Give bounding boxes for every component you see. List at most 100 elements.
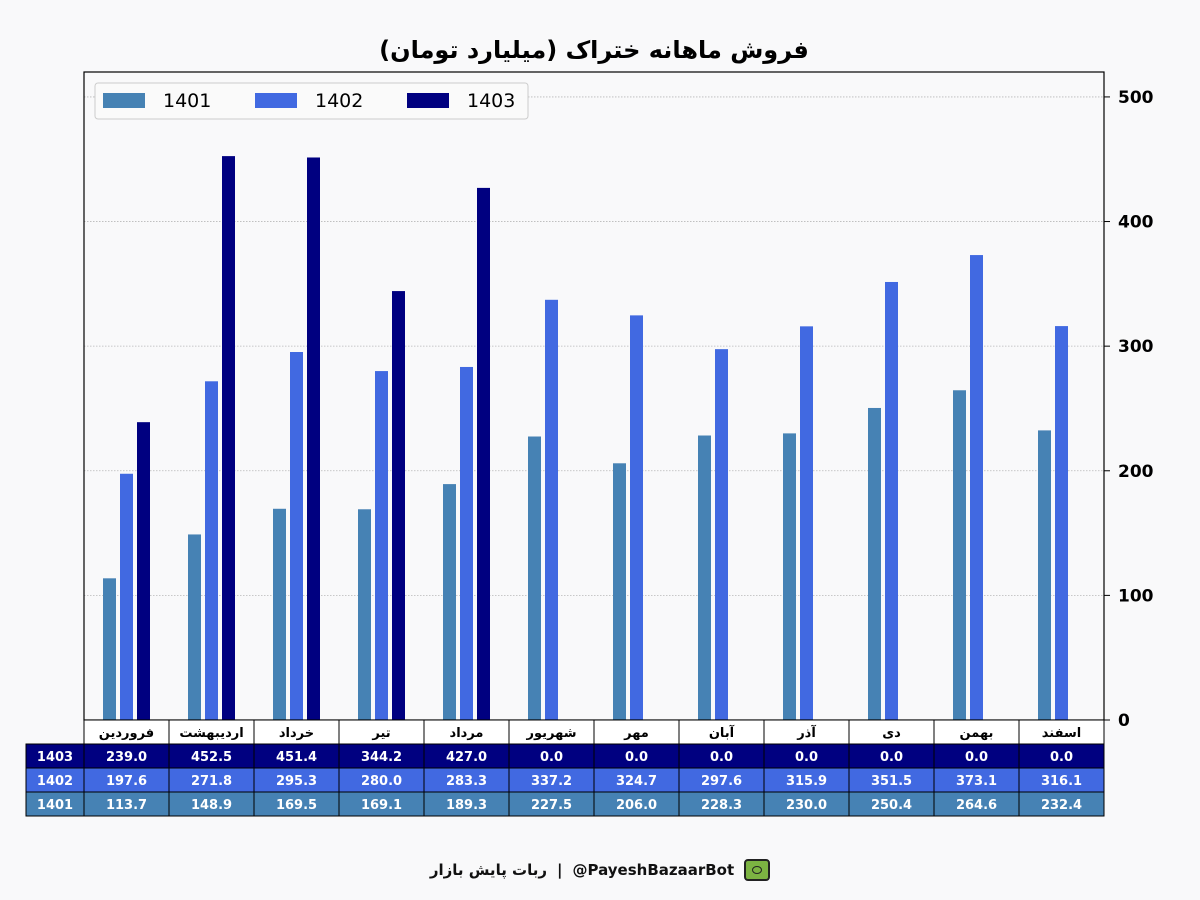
plot-frame <box>83 71 1105 721</box>
table-cell <box>423 791 510 817</box>
bar <box>868 407 881 720</box>
table-header-cell <box>338 719 425 745</box>
month-label: اسفند <box>1042 726 1081 741</box>
legend-swatch <box>407 93 449 108</box>
month-label: تیر <box>371 726 390 741</box>
bar <box>545 299 558 720</box>
table-header-cell <box>678 719 765 745</box>
table-value: 169.5 <box>276 798 317 813</box>
bar <box>307 157 320 721</box>
bar <box>698 435 711 720</box>
legend-swatch <box>255 93 297 108</box>
bar <box>953 390 966 720</box>
table-value: 0.0 <box>965 750 988 765</box>
table-cell <box>423 743 510 769</box>
table-value: 189.3 <box>446 798 487 813</box>
table-value: 0.0 <box>540 750 563 765</box>
bot-icon <box>744 859 771 881</box>
table-value: 452.5 <box>191 750 232 765</box>
table-value: 148.9 <box>191 798 232 813</box>
bar <box>528 436 541 720</box>
legend-label: 1401 <box>163 90 211 112</box>
table-cell <box>338 743 425 769</box>
table-header-cell <box>848 719 935 745</box>
bar <box>205 381 218 720</box>
table-value: 344.2 <box>361 750 402 765</box>
table-value: 250.4 <box>871 798 912 813</box>
bar <box>477 187 490 720</box>
table-value: 206.0 <box>616 798 657 813</box>
table-value: 197.6 <box>106 774 147 789</box>
table-value: 351.5 <box>871 774 912 789</box>
table-cell <box>83 791 170 817</box>
bar <box>103 578 116 720</box>
table-cell <box>848 791 935 817</box>
table-value: 0.0 <box>710 750 733 765</box>
table-value: 295.3 <box>276 774 317 789</box>
month-label: بهمن <box>960 726 994 741</box>
bar <box>885 281 898 720</box>
chart-title: فروش ماهانه ختراک (میلیارد تومان) <box>379 36 809 64</box>
bar <box>1038 430 1051 720</box>
table-value: 427.0 <box>446 750 487 765</box>
table-value: 337.2 <box>531 774 572 789</box>
y-tick-label: 500 <box>1118 88 1154 108</box>
bar <box>290 352 303 720</box>
bar <box>443 484 456 720</box>
table-cell <box>593 767 680 793</box>
table-value: 297.6 <box>701 774 742 789</box>
month-label: آذر <box>796 724 816 741</box>
month-label: آبان <box>709 724 735 741</box>
table-cell <box>83 743 170 769</box>
bar <box>120 473 133 720</box>
bar <box>1055 326 1068 720</box>
bar <box>392 291 405 720</box>
table-cell <box>933 743 1020 769</box>
table-value: 280.0 <box>361 774 402 789</box>
table-value: 227.5 <box>531 798 572 813</box>
table-value: 271.8 <box>191 774 232 789</box>
bot-handle[interactable]: @PayeshBazaarBot <box>572 861 735 879</box>
table-cell <box>1018 767 1105 793</box>
table-cell <box>593 743 680 769</box>
bar <box>375 371 388 720</box>
bar <box>613 463 626 720</box>
table-value: 230.0 <box>786 798 827 813</box>
legend-label: 1403 <box>467 90 515 112</box>
month-label: مهر <box>623 726 649 741</box>
table-value: 373.1 <box>956 774 997 789</box>
table-value: 169.1 <box>361 798 402 813</box>
table-cell <box>168 743 255 769</box>
table-value: 0.0 <box>625 750 648 765</box>
footer: ربات پایش بازار | @PayeshBazaarBot <box>0 855 1200 885</box>
bar <box>188 534 201 720</box>
bar <box>358 509 371 720</box>
table-row-label: 1403 <box>37 750 73 765</box>
table-value: 324.7 <box>616 774 657 789</box>
footer-separator: | <box>557 861 563 879</box>
table-header-cell <box>508 719 595 745</box>
month-label: خرداد <box>279 726 314 741</box>
legend-box <box>94 82 529 120</box>
table-cell <box>1018 791 1105 817</box>
table-cell <box>508 743 595 769</box>
table-row-label: 1401 <box>37 798 73 813</box>
bar <box>783 433 796 720</box>
table-cell <box>83 767 170 793</box>
table-value: 316.1 <box>1041 774 1082 789</box>
bar <box>222 156 235 721</box>
y-tick-label: 400 <box>1118 213 1154 233</box>
table-value: 283.3 <box>446 774 487 789</box>
table-value: 315.9 <box>786 774 827 789</box>
bar <box>460 366 473 720</box>
table-value: 228.3 <box>701 798 742 813</box>
month-label: شهریور <box>526 726 577 741</box>
table-cell <box>168 767 255 793</box>
month-label: اردیبهشت <box>179 726 243 741</box>
table-cell <box>253 767 340 793</box>
bar <box>970 255 983 720</box>
table-header-cell <box>168 719 255 745</box>
table-value: 0.0 <box>795 750 818 765</box>
y-tick-label: 200 <box>1118 462 1154 482</box>
